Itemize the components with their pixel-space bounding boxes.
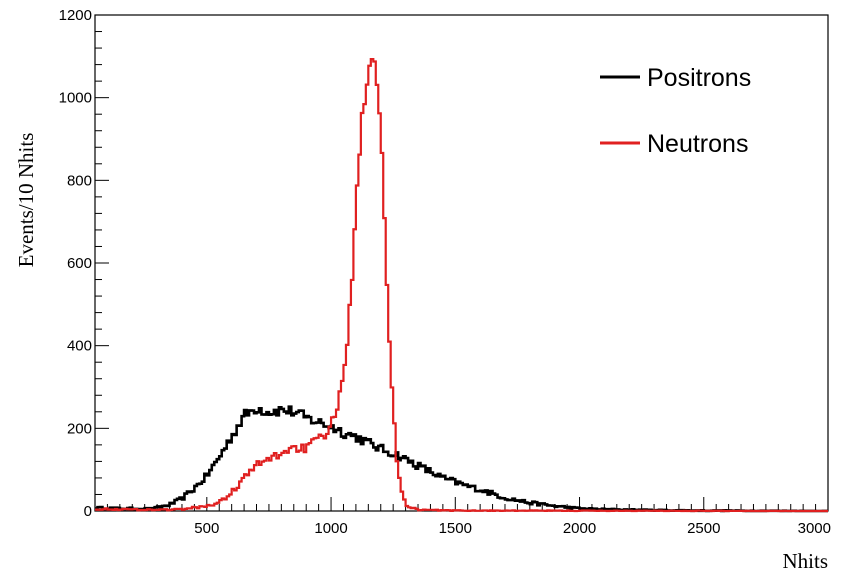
x-tick-label: 1500 xyxy=(439,520,472,537)
y-tick-label: 800 xyxy=(67,172,92,189)
x-axis-title: Nhits xyxy=(782,549,828,573)
y-axis-title: Events/10 Nhits xyxy=(14,133,38,268)
x-tick-label: 500 xyxy=(194,520,219,537)
legend-label-neutrons: Neutrons xyxy=(647,130,748,158)
y-tick-label: 600 xyxy=(67,255,92,272)
series-line-neutrons xyxy=(95,58,828,513)
y-tick-label: 400 xyxy=(67,338,92,355)
series-layer xyxy=(95,58,828,513)
y-tick-labels: 0 200 400 600 800 1000 1200 xyxy=(59,7,92,520)
x-tick-label: 2500 xyxy=(687,520,720,537)
series-line-positrons xyxy=(95,405,828,513)
legend-label-positrons: Positrons xyxy=(647,64,751,92)
y-tick-label: 1200 xyxy=(59,7,92,24)
x-tick-label: 1000 xyxy=(314,520,347,537)
y-tick-label: 0 xyxy=(84,503,92,520)
x-tick-label: 3000 xyxy=(798,520,831,537)
legend: Positrons Neutrons xyxy=(600,64,751,158)
y-tick-label: 1000 xyxy=(59,90,92,107)
x-tick-label: 2000 xyxy=(563,520,596,537)
x-tick-labels: 500 1000 1500 2000 2500 3000 xyxy=(194,520,831,537)
y-tick-label: 200 xyxy=(67,420,92,437)
